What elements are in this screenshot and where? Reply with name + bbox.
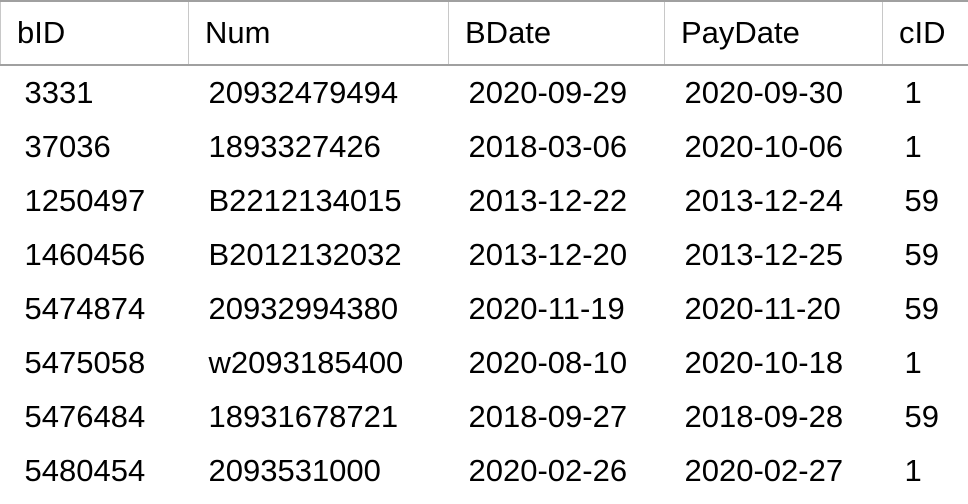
table-row[interactable]: 1460456 B2012132032 2013-12-20 2013-12-2… (0, 228, 968, 282)
cell-bdate[interactable]: 2018-09-27 (448, 390, 665, 444)
table-row[interactable]: 5480454 2093531000 2020-02-26 2020-02-27… (0, 444, 968, 498)
cell-bid[interactable]: 5474874 (0, 282, 189, 336)
cell-bdate[interactable]: 2013-12-20 (448, 228, 665, 282)
cell-num[interactable]: 20932479494 (188, 65, 449, 120)
cell-bid[interactable]: 5475058 (0, 336, 189, 390)
cell-cid[interactable]: 1 (882, 444, 968, 498)
table-row[interactable]: 5475058 w2093185400 2020-08-10 2020-10-1… (0, 336, 968, 390)
cell-bdate[interactable]: 2020-09-29 (448, 65, 665, 120)
cell-bid[interactable]: 3331 (0, 65, 189, 120)
table-row[interactable]: 37036 1893327426 2018-03-06 2020-10-06 1 (0, 120, 968, 174)
cell-cid[interactable]: 1 (882, 120, 968, 174)
column-header-bid[interactable]: bID (0, 0, 189, 66)
cell-num[interactable]: B2212134015 (188, 174, 449, 228)
cell-num[interactable]: 2093531000 (188, 444, 449, 498)
cell-paydate[interactable]: 2013-12-24 (664, 174, 883, 228)
cell-bdate[interactable]: 2020-02-26 (448, 444, 665, 498)
cell-bdate[interactable]: 2018-03-06 (448, 120, 665, 174)
cell-bid[interactable]: 5480454 (0, 444, 189, 498)
cell-paydate[interactable]: 2020-02-27 (664, 444, 883, 498)
column-header-paydate[interactable]: PayDate (664, 0, 883, 66)
column-header-bdate[interactable]: BDate (448, 0, 665, 66)
cell-cid[interactable]: 59 (882, 282, 968, 336)
cell-paydate[interactable]: 2020-09-30 (664, 65, 883, 120)
cell-bid[interactable]: 1250497 (0, 174, 189, 228)
column-header-cid[interactable]: cID (882, 0, 968, 66)
cell-paydate[interactable]: 2020-11-20 (664, 282, 883, 336)
cell-paydate[interactable]: 2013-12-25 (664, 228, 883, 282)
cell-paydate[interactable]: 2018-09-28 (664, 390, 883, 444)
cell-num[interactable]: B2012132032 (188, 228, 449, 282)
cell-cid[interactable]: 1 (882, 336, 968, 390)
cell-num[interactable]: 18931678721 (188, 390, 449, 444)
table-row[interactable]: 5476484 18931678721 2018-09-27 2018-09-2… (0, 390, 968, 444)
cell-num[interactable]: 20932994380 (188, 282, 449, 336)
table-row[interactable]: 1250497 B2212134015 2013-12-22 2013-12-2… (0, 174, 968, 228)
cell-paydate[interactable]: 2020-10-06 (664, 120, 883, 174)
cell-num[interactable]: w2093185400 (188, 336, 449, 390)
cell-bid[interactable]: 37036 (0, 120, 189, 174)
cell-num[interactable]: 1893327426 (188, 120, 449, 174)
cell-bdate[interactable]: 2020-08-10 (448, 336, 665, 390)
table-row[interactable]: 5474874 20932994380 2020-11-19 2020-11-2… (0, 282, 968, 336)
header-row: bID Num BDate PayDate cID (0, 0, 968, 66)
cell-paydate[interactable]: 2020-10-18 (664, 336, 883, 390)
cell-cid[interactable]: 59 (882, 174, 968, 228)
cell-bdate[interactable]: 2013-12-22 (448, 174, 665, 228)
cell-cid[interactable]: 1 (882, 65, 968, 120)
cell-bid[interactable]: 1460456 (0, 228, 189, 282)
cell-bdate[interactable]: 2020-11-19 (448, 282, 665, 336)
column-header-num[interactable]: Num (188, 0, 449, 66)
cell-bid[interactable]: 5476484 (0, 390, 189, 444)
cell-cid[interactable]: 59 (882, 228, 968, 282)
table-row[interactable]: 3331 20932479494 2020-09-29 2020-09-30 1 (0, 65, 968, 120)
cell-cid[interactable]: 59 (882, 390, 968, 444)
